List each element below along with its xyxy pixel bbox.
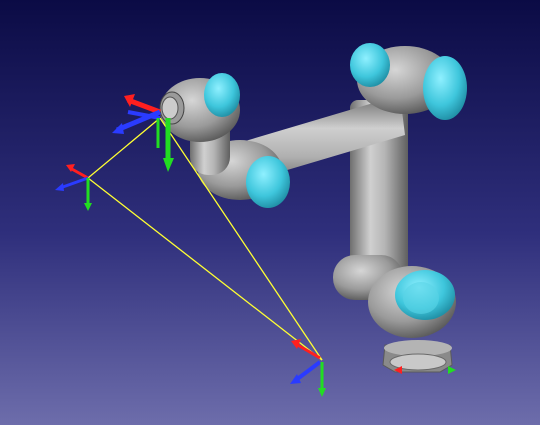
x-axis-icon — [69, 166, 89, 180]
tool-flange-icon[interactable] — [382, 340, 453, 373]
ray-left-to-bottom-waypoint — [87, 177, 323, 361]
x-axis-icon — [295, 342, 321, 360]
x-axis-icon — [127, 97, 161, 115]
waypoint-frame-bottom[interactable] — [290, 339, 326, 397]
z-axis-icon — [294, 360, 322, 382]
tool-frame[interactable] — [112, 94, 174, 172]
waypoint-frame-left[interactable] — [55, 164, 92, 211]
base-frame[interactable] — [394, 366, 456, 374]
shoulder-joint-icon[interactable] — [350, 43, 467, 120]
robot-arm[interactable] — [159, 43, 467, 373]
ray-tool-to-left-waypoint — [87, 117, 161, 179]
base-joint-icon[interactable] — [333, 255, 456, 338]
z-axis-icon — [59, 176, 89, 190]
x-axis-icon — [394, 366, 402, 374]
ray-bottom-to-tool — [159, 117, 323, 361]
wrist-joint-icon[interactable] — [159, 73, 240, 175]
target-rays — [87, 117, 323, 361]
y-axis-icon — [448, 366, 456, 374]
